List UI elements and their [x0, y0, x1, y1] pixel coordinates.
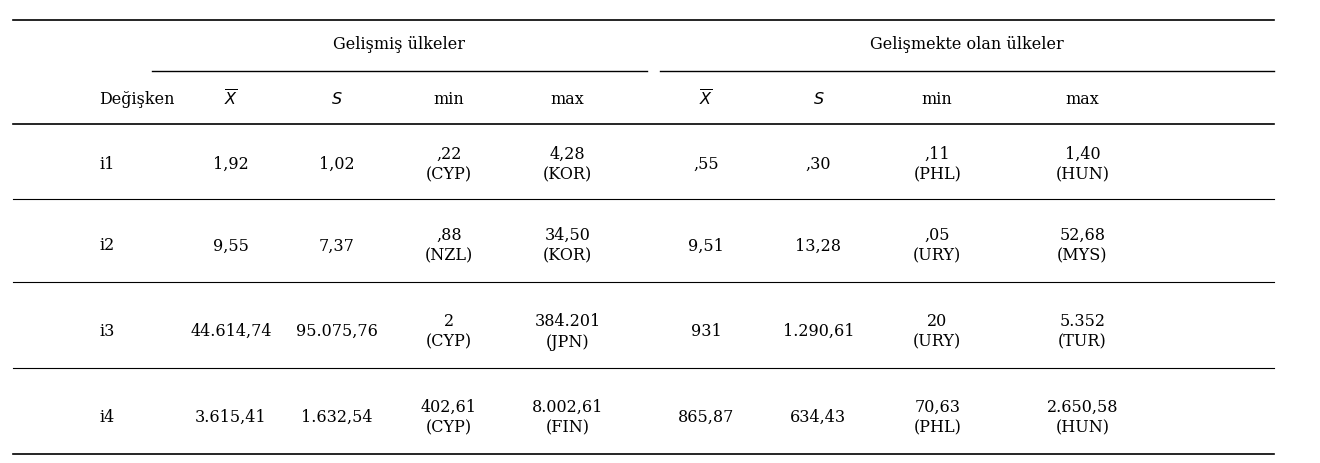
Text: 44.614,74: 44.614,74 [190, 323, 272, 339]
Text: 9,51: 9,51 [688, 237, 725, 254]
Text: $S$: $S$ [813, 91, 824, 108]
Text: 1.632,54: 1.632,54 [301, 408, 372, 425]
Text: 384.201
(JPN): 384.201 (JPN) [535, 312, 601, 350]
Text: 931: 931 [690, 323, 722, 339]
Text: 34,50
(KOR): 34,50 (KOR) [543, 226, 593, 264]
Text: 4,28
(KOR): 4,28 (KOR) [543, 145, 593, 183]
Text: 70,63
(PHL): 70,63 (PHL) [913, 398, 961, 436]
Text: max: max [550, 91, 585, 108]
Text: ,05
(URY): ,05 (URY) [913, 226, 961, 264]
Text: 402,61
(CYP): 402,61 (CYP) [421, 398, 477, 436]
Text: 20
(URY): 20 (URY) [913, 312, 961, 350]
Text: 5.352
(TUR): 5.352 (TUR) [1059, 312, 1106, 350]
Text: 1,92: 1,92 [213, 156, 249, 173]
Text: 2.650,58
(HUN): 2.650,58 (HUN) [1047, 398, 1118, 436]
Text: 865,87: 865,87 [678, 408, 734, 425]
Text: $\overline{X}$: $\overline{X}$ [700, 89, 713, 110]
Text: i4: i4 [99, 408, 115, 425]
Text: ,11
(PHL): ,11 (PHL) [913, 145, 961, 183]
Text: 1,02: 1,02 [319, 156, 354, 173]
Text: 52,68
(MYS): 52,68 (MYS) [1057, 226, 1107, 264]
Text: Gelişmekte olan ülkeler: Gelişmekte olan ülkeler [870, 36, 1064, 52]
Text: min: min [921, 91, 953, 108]
Text: i1: i1 [99, 156, 115, 173]
Text: Değişken: Değişken [99, 91, 174, 108]
Text: min: min [433, 91, 465, 108]
Text: i2: i2 [99, 237, 115, 254]
Text: ,88
(NZL): ,88 (NZL) [425, 226, 473, 264]
Text: 9,55: 9,55 [213, 237, 249, 254]
Text: $S$: $S$ [331, 91, 342, 108]
Text: 95.075,76: 95.075,76 [296, 323, 378, 339]
Text: ,30: ,30 [805, 156, 832, 173]
Text: 1.290,61: 1.290,61 [783, 323, 854, 339]
Text: i3: i3 [99, 323, 115, 339]
Text: $\overline{X}$: $\overline{X}$ [224, 89, 238, 110]
Text: ,22
(CYP): ,22 (CYP) [426, 145, 471, 183]
Text: max: max [1065, 91, 1100, 108]
Text: 2
(CYP): 2 (CYP) [426, 312, 471, 350]
Text: 634,43: 634,43 [791, 408, 846, 425]
Text: Gelişmiş ülkeler: Gelişmiş ülkeler [333, 36, 466, 52]
Text: 13,28: 13,28 [796, 237, 841, 254]
Text: 1,40
(HUN): 1,40 (HUN) [1056, 145, 1109, 183]
Text: 3.615,41: 3.615,41 [195, 408, 267, 425]
Text: ,55: ,55 [693, 156, 719, 173]
Text: 7,37: 7,37 [318, 237, 355, 254]
Text: 8.002,61
(FIN): 8.002,61 (FIN) [532, 398, 603, 436]
